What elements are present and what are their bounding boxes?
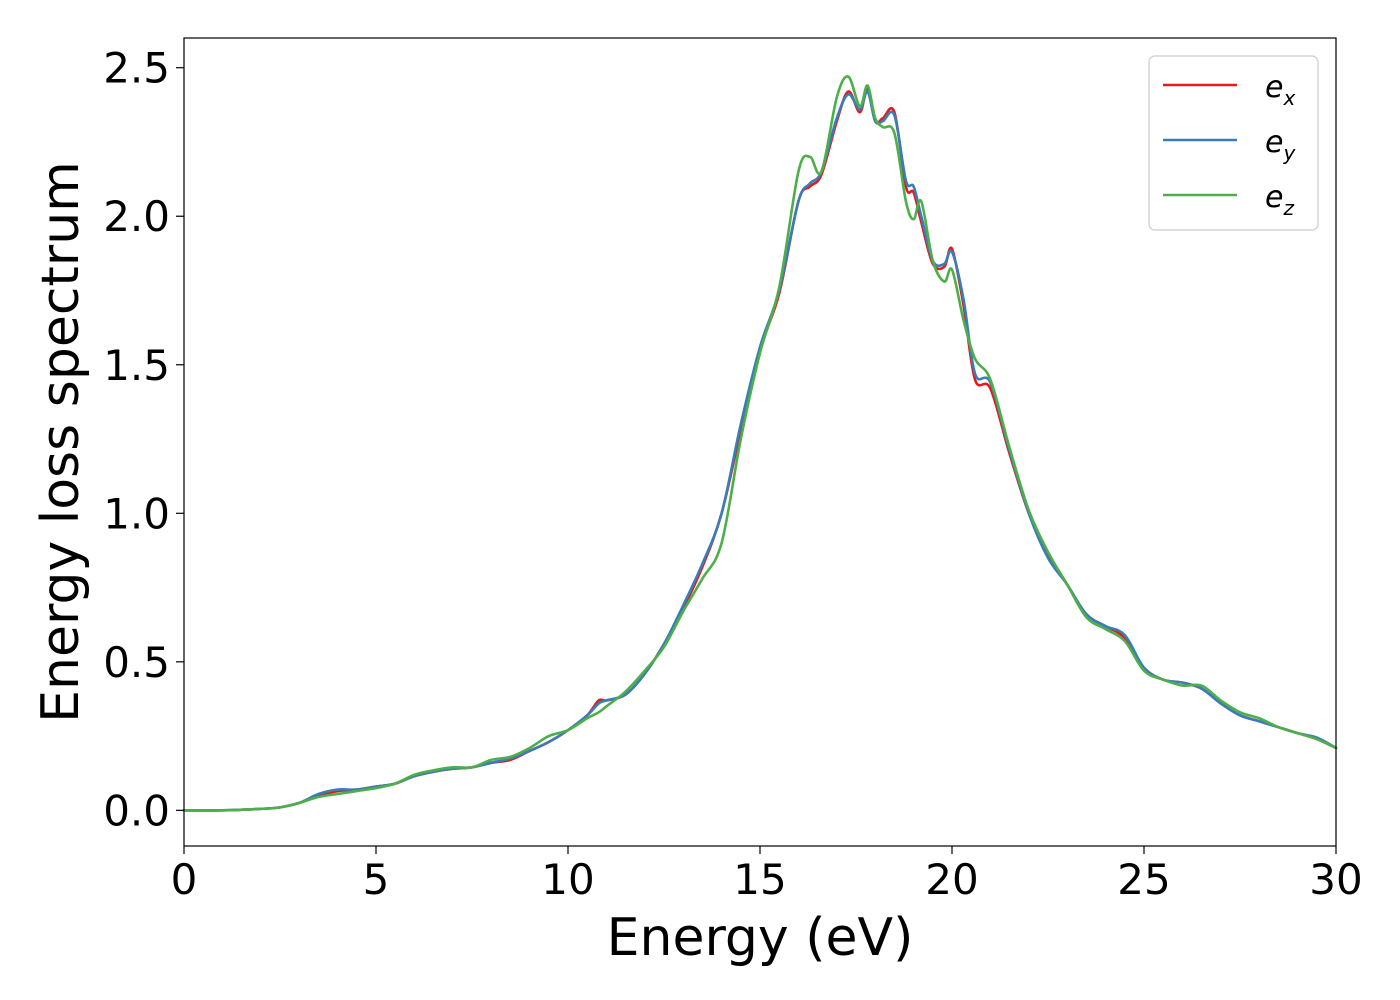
x-tick-label: 20 (925, 855, 978, 904)
legend-label-base: e (1265, 180, 1283, 215)
y-tick-label: 0.5 (103, 638, 170, 687)
x-tick-label: 10 (541, 855, 594, 904)
y-tick-label: 2.5 (103, 44, 170, 93)
y-tick-label: 0.0 (103, 786, 170, 835)
legend-label-y: ey (1265, 125, 1296, 165)
y-tick-label: 1.5 (103, 341, 170, 390)
legend-label-subscript: y (1282, 141, 1296, 165)
y-tick-label: 1.0 (103, 489, 170, 538)
legend-box (1148, 55, 1319, 231)
series-layer (182, 75, 1338, 812)
legend-label-base: e (1265, 70, 1283, 105)
x-tick-label: 25 (1117, 855, 1170, 904)
y-axis-ticks: 0.0 0.5 1.0 1.5 2.0 2.5 (103, 44, 184, 835)
x-axis-ticks: 0 5 10 15 20 25 30 (171, 846, 1363, 904)
x-tick-label: 0 (171, 855, 198, 904)
series-line-y (182, 90, 1338, 812)
series-line-z (182, 75, 1338, 812)
legend-label-z: ez (1265, 180, 1294, 220)
x-tick-label: 30 (1309, 855, 1362, 904)
x-tick-label: 15 (733, 855, 786, 904)
y-tick-label: 2.0 (103, 192, 170, 241)
x-tick-label: 5 (363, 855, 390, 904)
legend-label-x: ex (1265, 70, 1295, 110)
legend-label-subscript: x (1282, 86, 1295, 110)
legend-label-base: e (1265, 125, 1283, 160)
y-axis-label: Energy loss spectrum (31, 161, 91, 723)
legend-label-subscript: z (1282, 196, 1294, 220)
x-axis-label: Energy (eV) (607, 908, 914, 968)
